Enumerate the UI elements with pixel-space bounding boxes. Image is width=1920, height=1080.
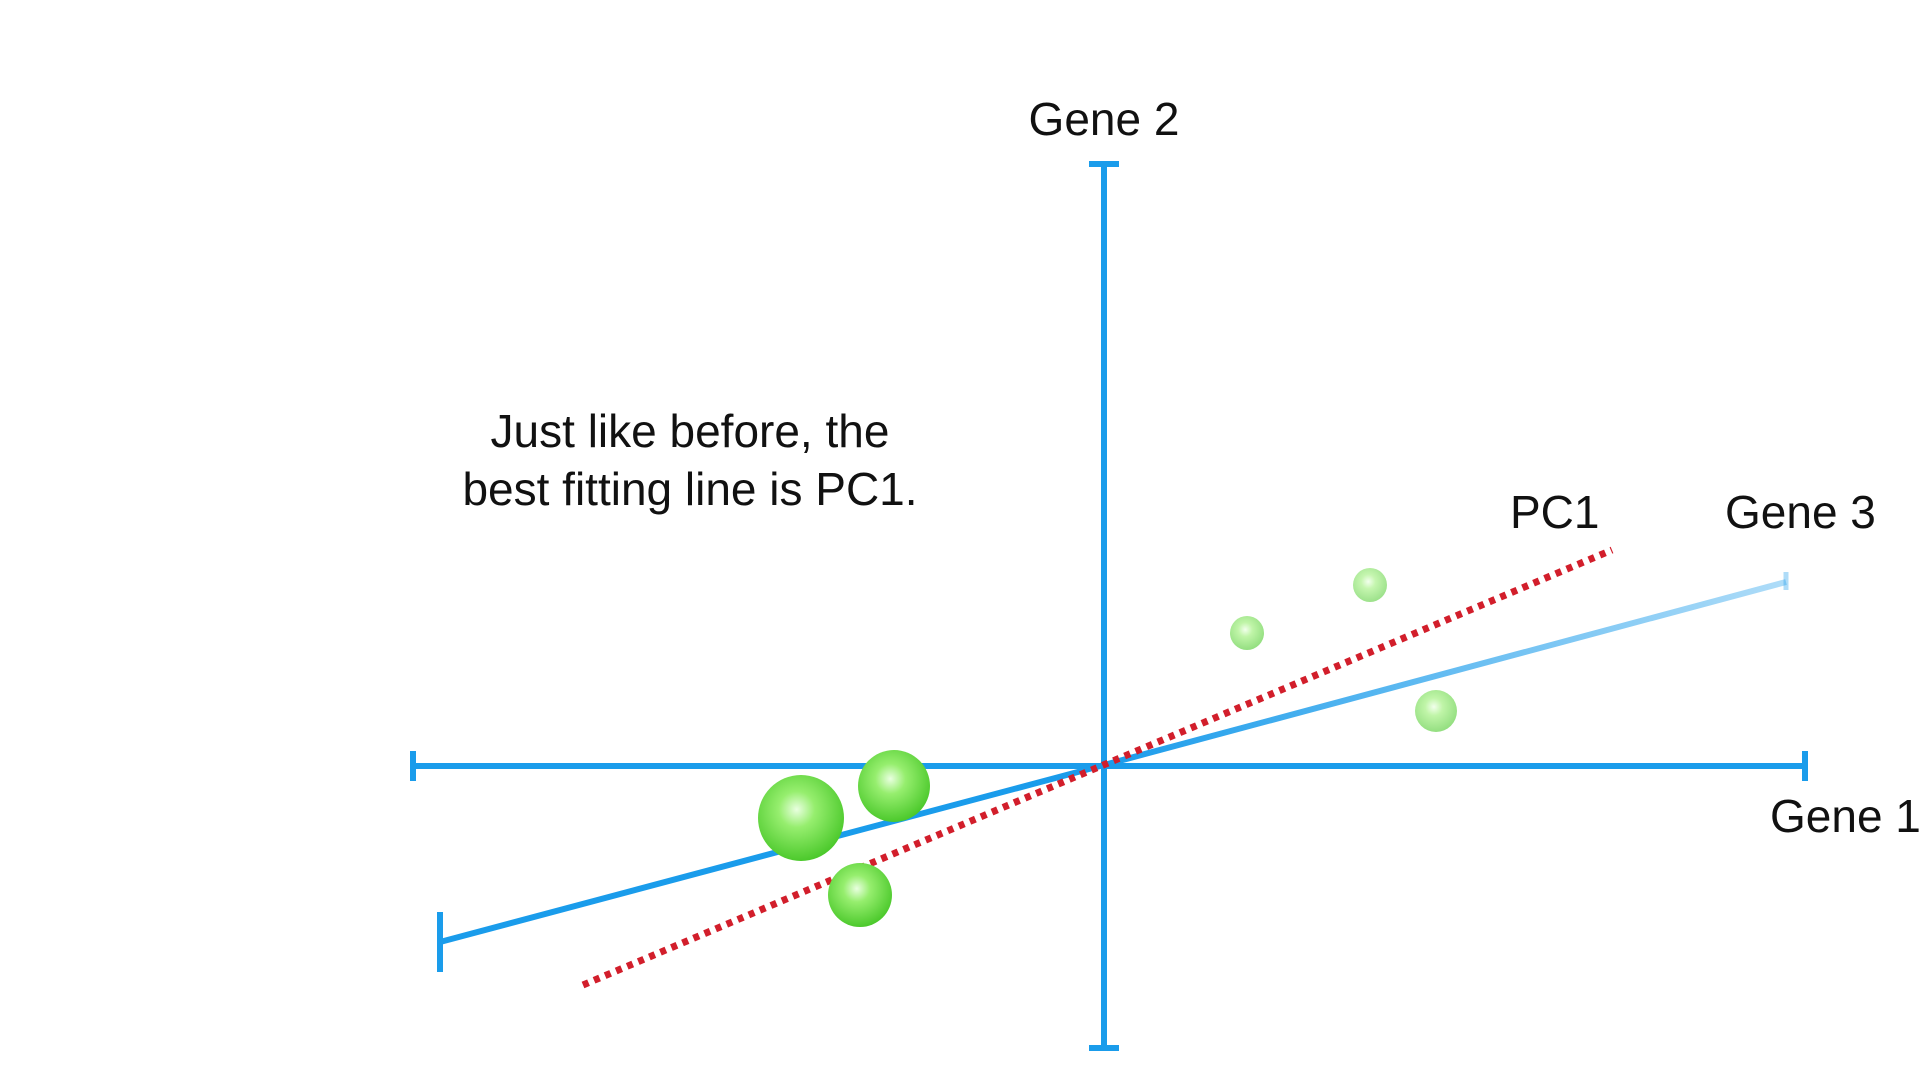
pc1-label: PC1: [1510, 486, 1599, 538]
data-point: [1230, 616, 1264, 650]
caption-line-2: best fitting line is PC1.: [462, 463, 918, 515]
data-point: [1353, 568, 1387, 602]
gene2-label: Gene 2: [1029, 93, 1180, 145]
gene1-label: Gene 1: [1770, 790, 1920, 842]
data-point: [828, 863, 892, 927]
gene3-label: Gene 3: [1725, 486, 1876, 538]
data-point: [1415, 690, 1457, 732]
gene3-axis: [437, 572, 1789, 972]
data-points: [758, 568, 1457, 927]
caption-text: Just like before, the best fitting line …: [400, 402, 980, 518]
data-point: [858, 750, 930, 822]
gene2-axis: [1089, 161, 1119, 1051]
caption-line-1: Just like before, the: [490, 405, 890, 457]
data-point: [758, 775, 844, 861]
